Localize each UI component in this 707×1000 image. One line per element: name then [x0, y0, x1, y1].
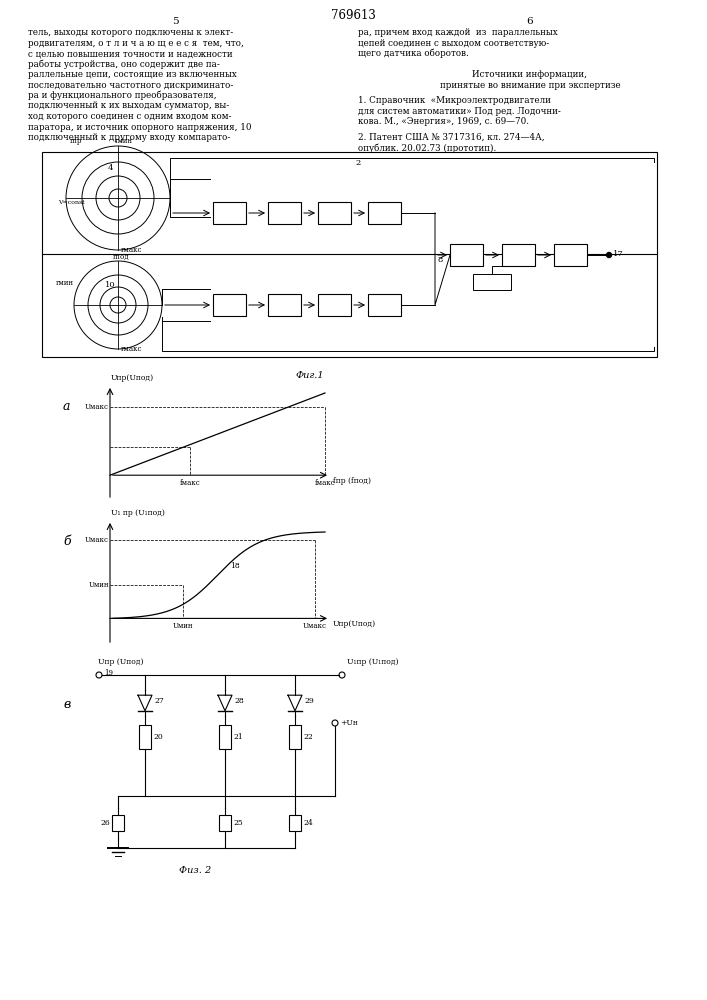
Text: Uпр(Uпод): Uпр(Uпод): [333, 620, 376, 628]
Text: rмакс: rмакс: [121, 345, 143, 353]
Text: ход которого соединен с одним входом ком-: ход которого соединен с одним входом ком…: [28, 112, 231, 121]
Text: 21: 21: [233, 733, 243, 741]
Text: 13: 13: [378, 300, 391, 310]
Text: 19: 19: [104, 669, 113, 677]
Text: 24: 24: [303, 819, 312, 827]
Text: Uмакс: Uмакс: [303, 622, 327, 630]
Text: для систем автоматики» Под ред. Лодочни-: для систем автоматики» Под ред. Лодочни-: [358, 107, 561, 116]
Text: Uмакс: Uмакс: [85, 403, 109, 411]
Circle shape: [607, 252, 612, 257]
Text: Uмин: Uмин: [173, 622, 193, 630]
Text: кова. М., «Энергия», 1969, с. 69—70.: кова. М., «Энергия», 1969, с. 69—70.: [358, 117, 529, 126]
Bar: [289, 815, 301, 831]
Text: 22: 22: [303, 733, 312, 741]
Text: 6: 6: [527, 17, 533, 26]
Text: 9: 9: [226, 300, 233, 310]
Text: 11: 11: [279, 300, 291, 310]
Text: Uмакс: Uмакс: [85, 536, 109, 544]
Text: 15: 15: [513, 250, 525, 259]
Text: U₁пр (U₁под): U₁пр (U₁под): [347, 658, 399, 666]
Text: rмакс: rмакс: [121, 246, 143, 254]
Text: 2: 2: [355, 159, 361, 167]
Bar: [368, 294, 401, 316]
Text: тель, выходы которого подключены к элект-: тель, выходы которого подключены к элект…: [28, 28, 233, 37]
Bar: [318, 202, 351, 224]
Text: 3: 3: [226, 209, 233, 218]
Bar: [219, 725, 231, 749]
Text: Uоп: Uоп: [483, 278, 501, 286]
Text: rпод: rпод: [113, 253, 129, 261]
Bar: [554, 244, 587, 266]
Text: ра и функционального преобразователя,: ра и функционального преобразователя,: [28, 91, 216, 101]
Text: rпр: rпр: [70, 137, 83, 145]
Text: fпр (fпод): fпр (fпод): [333, 477, 371, 485]
Text: V=const: V=const: [58, 200, 85, 206]
Text: работы устройства, оно содержит две па-: работы устройства, оно содержит две па-: [28, 60, 220, 69]
Text: 18: 18: [230, 562, 240, 570]
Text: Uмин: Uмин: [88, 581, 109, 589]
Text: Фиг.1: Фиг.1: [296, 371, 325, 380]
Bar: [502, 244, 535, 266]
Text: 1. Справочник  «Микроэлектродвигатели: 1. Справочник «Микроэлектродвигатели: [358, 96, 551, 105]
Text: 10: 10: [105, 281, 115, 289]
Text: Физ. 2: Физ. 2: [179, 866, 211, 875]
Bar: [473, 274, 511, 290]
Bar: [219, 815, 231, 831]
Text: 25: 25: [233, 819, 243, 827]
Text: а: а: [63, 400, 71, 413]
Text: раллельные цепи, состоящие из включенных: раллельные цепи, состоящие из включенных: [28, 70, 237, 79]
Text: подключенный к другому входу компарато-: подключенный к другому входу компарато-: [28, 133, 230, 142]
Text: с целью повышения точности и надежности: с целью повышения точности и надежности: [28, 49, 233, 58]
Bar: [213, 202, 246, 224]
Text: 16: 16: [564, 250, 577, 259]
Text: ра, причем вход каждой  из  параллельных: ра, причем вход каждой из параллельных: [358, 28, 558, 37]
Text: 27: 27: [154, 697, 164, 705]
Text: 14: 14: [460, 250, 473, 259]
Text: 28: 28: [234, 697, 244, 705]
Text: 20: 20: [153, 733, 163, 741]
Bar: [213, 294, 246, 316]
Text: 7: 7: [381, 209, 387, 218]
Bar: [450, 244, 483, 266]
Text: 769613: 769613: [331, 9, 375, 22]
Bar: [268, 294, 301, 316]
Text: rмин: rмин: [56, 279, 74, 287]
Text: щего датчика оборотов.: щего датчика оборотов.: [358, 49, 469, 58]
Text: Источники информации,: Источники информации,: [472, 70, 588, 79]
Text: 5: 5: [281, 209, 288, 218]
Text: б: б: [63, 535, 71, 548]
Text: 29: 29: [304, 697, 314, 705]
Bar: [368, 202, 401, 224]
Text: подключенный к их выходам сумматор, вы-: подключенный к их выходам сумматор, вы-: [28, 102, 229, 110]
Text: цепей соединен с выходом соответствую-: цепей соединен с выходом соответствую-: [358, 38, 549, 47]
Text: 4: 4: [107, 164, 112, 172]
Text: rмин: rмин: [115, 137, 133, 145]
Bar: [289, 725, 301, 749]
Text: 17: 17: [613, 250, 624, 258]
Text: принятые во внимание при экспертизе: принятые во внимание при экспертизе: [440, 81, 620, 90]
Text: Uпр (Uпод): Uпр (Uпод): [98, 658, 144, 666]
Text: 12: 12: [328, 300, 341, 310]
Bar: [268, 202, 301, 224]
Text: fмакс: fмакс: [315, 479, 335, 487]
Text: 6: 6: [332, 209, 337, 218]
Text: fмакс: fмакс: [180, 479, 200, 487]
Bar: [112, 815, 124, 831]
Text: 5: 5: [172, 17, 178, 26]
Bar: [139, 725, 151, 749]
Text: +Uн: +Uн: [340, 719, 358, 727]
Text: последовательно частотного дискриминато-: последовательно частотного дискриминато-: [28, 81, 233, 90]
Text: родвигателям, о т л и ч а ю щ е е с я  тем, что,: родвигателям, о т л и ч а ю щ е е с я те…: [28, 38, 244, 47]
Text: 8: 8: [437, 256, 443, 264]
Text: паратора, и источник опорного напряжения, 10: паратора, и источник опорного напряжения…: [28, 122, 252, 131]
Text: в: в: [63, 698, 70, 711]
Bar: [318, 294, 351, 316]
Text: 26: 26: [100, 819, 110, 827]
Text: Uпр(Uпод): Uпр(Uпод): [111, 374, 154, 382]
Text: U₁ пр (U₁под): U₁ пр (U₁под): [111, 509, 165, 517]
Text: опублик. 20.02.73 (прототип).: опублик. 20.02.73 (прототип).: [358, 143, 496, 153]
Bar: [42, 152, 657, 357]
Text: 2. Патент США № 3717316, кл. 274—4А,: 2. Патент США № 3717316, кл. 274—4А,: [358, 133, 544, 142]
